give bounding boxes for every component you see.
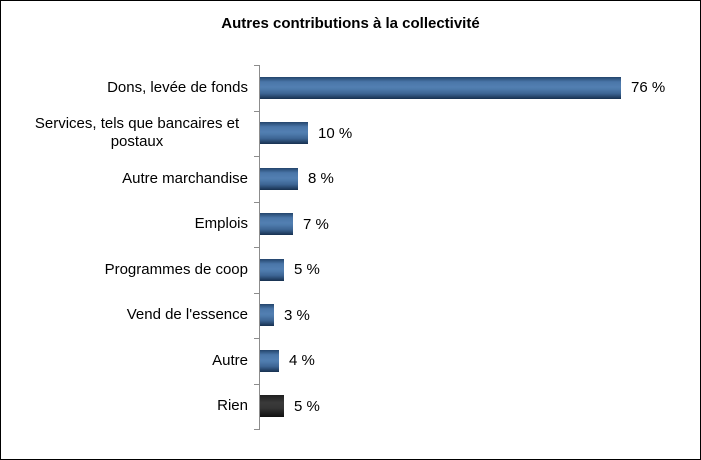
tick-mark <box>254 201 259 203</box>
bar <box>260 213 293 236</box>
category-label-cell: Services, tels que bancaires et postaux <box>1 115 259 152</box>
bar-row: Dons, levée de fonds 76 % <box>1 65 700 111</box>
category-label-cell: Rien <box>1 397 259 415</box>
bar <box>260 304 274 327</box>
bar-row: Rien 5 % <box>1 384 700 430</box>
bar-row: Vend de l'essence 3 % <box>1 293 700 339</box>
category-label-cell: Emplois <box>1 215 259 233</box>
bar <box>260 395 284 418</box>
category-label: Rien <box>217 397 248 415</box>
tick-mark <box>254 429 259 430</box>
bar-row: Autre marchandise 8 % <box>1 156 700 202</box>
category-label-cell: Autre marchandise <box>1 170 259 188</box>
bar <box>260 167 298 190</box>
category-label: Programmes de coop <box>104 260 248 278</box>
value-label: 10 % <box>318 124 353 142</box>
category-label: Autre marchandise <box>122 169 248 187</box>
value-label: 3 % <box>284 306 310 324</box>
tick-mark <box>254 383 259 385</box>
category-label-cell: Vend de l'essence <box>1 306 259 324</box>
category-label: Autre <box>212 351 248 369</box>
bar <box>260 258 284 281</box>
category-label: Emplois <box>194 215 248 233</box>
category-label-cell: Programmes de coop <box>1 261 259 279</box>
y-axis-line <box>259 65 260 430</box>
category-label: Vend de l'essence <box>126 306 248 324</box>
category-label-cell: Autre <box>1 352 259 370</box>
tick-mark <box>254 65 259 66</box>
bar-row: Services, tels que bancaires et postaux 1… <box>1 111 700 157</box>
tick-mark <box>254 292 259 294</box>
bar-row: Programmes de coop 5 % <box>1 247 700 293</box>
bar-row: Autre 4 % <box>1 338 700 384</box>
bar <box>260 122 308 145</box>
tick-mark <box>254 338 259 339</box>
category-label: Services, tels que bancaires et postaux <box>34 114 240 151</box>
value-label: 76 % <box>631 79 666 97</box>
value-label: 5 % <box>294 261 320 279</box>
bar <box>260 76 621 99</box>
tick-mark <box>254 247 259 248</box>
bar <box>260 349 279 372</box>
value-label: 8 % <box>308 170 334 188</box>
value-label: 7 % <box>303 215 329 233</box>
value-label: 4 % <box>289 352 315 370</box>
tick-mark <box>254 110 259 112</box>
category-label: Dons, levée de fonds <box>107 78 248 96</box>
category-label-cell: Dons, levée de fonds <box>1 79 259 97</box>
value-label: 5 % <box>294 397 320 415</box>
plot-area: Dons, levée de fonds 76 % Services, tels q… <box>1 65 700 429</box>
chart-title: Autres contributions à la collectivité <box>221 15 480 32</box>
bar-row: Emplois 7 % <box>1 202 700 248</box>
tick-mark <box>254 156 259 157</box>
